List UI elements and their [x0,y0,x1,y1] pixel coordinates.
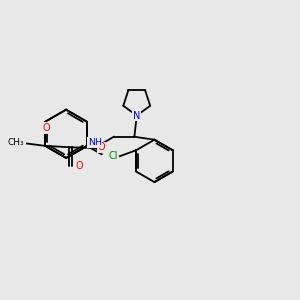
Text: O: O [42,123,50,133]
Text: NH: NH [88,138,102,147]
Text: N: N [133,110,140,121]
Text: Cl: Cl [108,151,118,161]
Text: O: O [98,142,106,152]
Text: CH₃: CH₃ [8,138,25,147]
Text: O: O [75,161,83,172]
